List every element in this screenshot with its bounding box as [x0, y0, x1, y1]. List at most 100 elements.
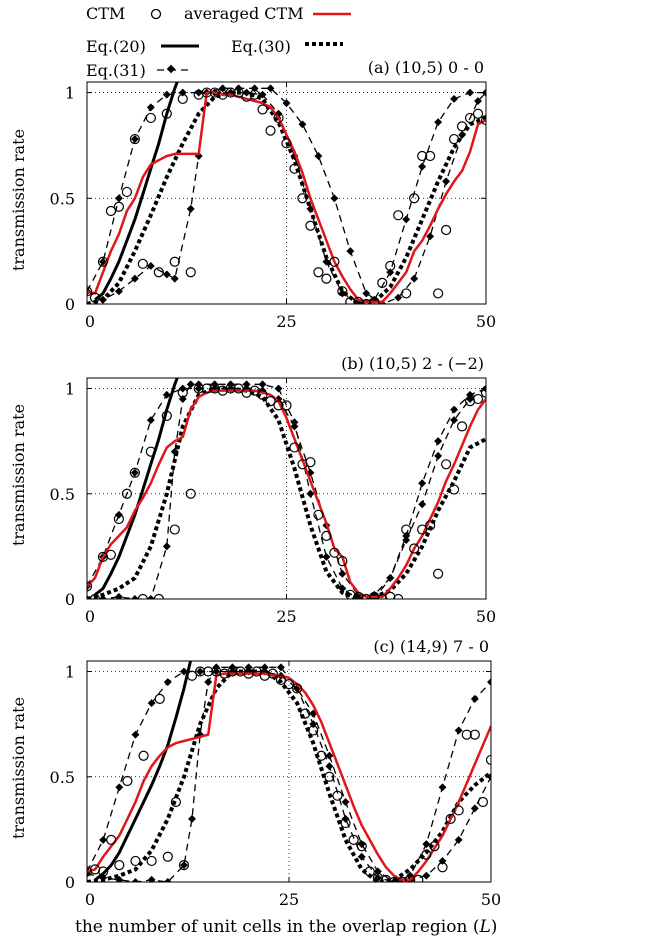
- panel-c-ctm-point: [138, 750, 149, 761]
- panel-b-eq-31-lower-point: [290, 418, 299, 427]
- panel-a-eq-31-upper-point: [130, 135, 139, 144]
- panel-c-ctm-point: [146, 855, 157, 867]
- panel-c-eq-31-upper-point: [422, 840, 431, 849]
- panel-b-ctm-point: [472, 393, 484, 405]
- panel-c-ctm-point: [461, 729, 472, 740]
- panel-a-ctm-point: [393, 210, 404, 221]
- panel-c-ctm-point: [332, 790, 343, 801]
- legend-eq31-marker: [166, 64, 176, 74]
- panel-a-ctm-point: [433, 288, 444, 299]
- panel-b-ctm-point: [369, 591, 380, 599]
- panel-b-ytick-label: 0: [65, 590, 75, 609]
- panel-b-ctm-point: [313, 509, 324, 520]
- panel-b-plot-area: [87, 378, 486, 599]
- panel-b-ctm-point: [265, 396, 276, 407]
- panel-c-ctm-point: [275, 674, 287, 686]
- panel-c-eq-31-upper-point: [196, 667, 205, 676]
- panel-a-ctm-point: [448, 133, 460, 145]
- panel-a-eq-31-lower-point: [394, 293, 403, 302]
- panel-b-ctm-point: [87, 581, 93, 592]
- panel-b-ctm-point: [217, 385, 228, 396]
- panel-a-eq-31-upper-point: [402, 215, 411, 224]
- panel-b-eq-31-lower-line: [87, 383, 486, 599]
- panel-c-eq-31-lower-point: [188, 814, 196, 823]
- panel-b-ctm-point: [89, 593, 101, 599]
- panel-a-ctm-point: [97, 256, 109, 267]
- panel-a-averaged-ctm-line: [87, 91, 486, 304]
- panel-a-ctm-point: [273, 112, 284, 124]
- panel-b-ctm-point: [480, 387, 486, 398]
- legend-ctm-marker: [150, 8, 162, 20]
- panel-b-ctm-point: [393, 593, 404, 599]
- panel-c-xtick-label: 25: [279, 890, 299, 909]
- panel-c-ctm-point: [162, 851, 173, 862]
- panel-c-eq-31-upper-point: [115, 783, 124, 792]
- panel-a-eq-31-upper-point: [466, 88, 474, 97]
- panel-b-ctm-point: [456, 421, 468, 432]
- panel-a-ctm-point: [369, 296, 380, 304]
- panel-a-ctm-point: [105, 205, 117, 217]
- panel-c-ctm-point: [388, 876, 400, 882]
- panel-a-eq-31-lower-point: [170, 274, 179, 283]
- panel-b-ctm-point: [105, 549, 117, 560]
- panel-b-ctm-point: [441, 459, 452, 470]
- panel-a-eq-31-lower-point: [130, 274, 139, 283]
- panel-b-ctm-point: [209, 383, 220, 394]
- panel-b-ctm-point: [433, 568, 444, 579]
- panel-c-ctm-point: [397, 876, 408, 882]
- legend-eq20-label: Eq.(20): [86, 37, 146, 56]
- panel-a-eq-31-lower-line: [87, 87, 486, 304]
- panel-a-eq-31-upper-point: [434, 118, 443, 127]
- panel-b-eq-31-lower-point: [338, 584, 347, 593]
- panel-b-ctm-point: [401, 524, 412, 535]
- panel-b-ctm-point: [289, 442, 300, 453]
- panel-c-eq-31-upper-point: [487, 678, 491, 687]
- panel-a-xtick-label: 25: [276, 312, 296, 331]
- panel-b-ctm-point: [329, 547, 340, 558]
- panel-b-eq-31-upper-line: [87, 387, 486, 599]
- panel-c-ctm-point: [291, 683, 303, 694]
- panel-a-ctm-point: [89, 292, 101, 303]
- panel-a-xtick-label: 50: [476, 312, 496, 331]
- panel-b-ctm-point: [425, 520, 436, 531]
- panel-c-xtick-label: 50: [481, 890, 501, 909]
- panel-a-ctm-point: [313, 267, 324, 278]
- panel-a-ctm-point: [161, 108, 172, 119]
- panel-a-ctm-point: [185, 267, 196, 278]
- panel-c-ctm-point: [186, 670, 198, 681]
- panel-a-eq-31-upper-point: [418, 162, 427, 171]
- legend-ctm-label: CTM: [86, 4, 125, 23]
- panel-c-ctm-point: [170, 796, 181, 808]
- panel-a-ctm-point: [425, 150, 436, 162]
- panel-b-xtick-label: 25: [276, 607, 296, 626]
- panel-b-eq-31-upper-point: [434, 437, 443, 446]
- panel-c-eq-20-line: [94, 661, 193, 882]
- panel-b-ctm-point: [193, 383, 204, 394]
- panel-c-ctm-point: [413, 874, 424, 882]
- panel-a-ctm-point: [177, 93, 188, 105]
- panel-b-xtick-label: 50: [476, 607, 496, 626]
- panel-a-ctm-point: [129, 133, 140, 145]
- panel-c-ytick-label: 0: [65, 873, 75, 892]
- panel-b-ctm-point: [361, 593, 372, 599]
- panel-c-ctm-point: [308, 725, 319, 736]
- panel-b-eq-30-line: [87, 386, 486, 599]
- panel-a-ctm-point: [305, 220, 316, 231]
- panel-b-eq-31-lower-point: [114, 592, 123, 599]
- panel-b-eq-31-upper-point: [418, 479, 427, 488]
- panel-a-eq-31-lower-point: [330, 194, 339, 203]
- panel-c-xtick-label: 0: [85, 890, 95, 909]
- panel-b-title: (b) (10,5) 2 - (−2): [341, 354, 484, 373]
- panel-b-eq-31-lower-point: [162, 542, 171, 551]
- panel-a-ctm-point: [337, 286, 348, 297]
- panel-c-ctm-point: [485, 754, 491, 766]
- panel-c-ctm-point: [178, 860, 190, 871]
- panel-b-eq-31-upper-point: [290, 422, 299, 431]
- panel-b: 0 0.5 1 0 25 50 (b) (10,5) 2 - (−2): [50, 354, 497, 626]
- panel-b-ctm-point: [233, 383, 244, 394]
- panel-b-ytick-label: 0.5: [50, 485, 75, 504]
- panel-a-ctm-point: [249, 89, 260, 100]
- panel-c-eq-31-upper-point: [163, 678, 172, 687]
- panel-b-ctm-point: [377, 593, 388, 599]
- panel-c-ctm-point: [429, 841, 440, 852]
